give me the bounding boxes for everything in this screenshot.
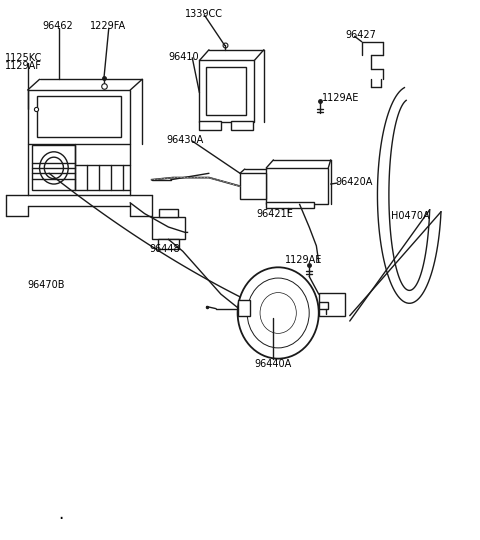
Text: 1229FA: 1229FA — [90, 21, 126, 31]
Text: 1339CC: 1339CC — [185, 9, 223, 19]
Bar — [238, 300, 250, 316]
Text: 96421E: 96421E — [257, 209, 294, 219]
Bar — [266, 168, 328, 205]
Text: 96462: 96462 — [42, 21, 72, 31]
Text: 1129AF: 1129AF — [5, 61, 42, 71]
Text: 1129AE: 1129AE — [322, 93, 360, 103]
Bar — [319, 293, 345, 316]
Text: 96470B: 96470B — [28, 280, 65, 290]
Bar — [319, 302, 328, 309]
Text: 1129AE: 1129AE — [285, 255, 323, 265]
Bar — [231, 120, 253, 130]
Bar — [152, 217, 185, 239]
Bar — [199, 60, 254, 122]
Bar — [205, 67, 246, 115]
Text: 96448: 96448 — [149, 244, 180, 253]
Text: 96440A: 96440A — [254, 359, 291, 369]
Text: 96427: 96427 — [345, 30, 376, 40]
Text: 96420A: 96420A — [336, 177, 373, 187]
Text: 96430A: 96430A — [166, 135, 204, 145]
Bar — [240, 173, 266, 199]
Bar — [33, 145, 75, 191]
Text: .: . — [59, 505, 64, 523]
Bar — [199, 120, 221, 130]
Bar — [37, 97, 120, 137]
Text: H0470A: H0470A — [391, 211, 430, 221]
Bar — [28, 90, 130, 144]
Bar — [158, 239, 180, 248]
Bar — [159, 209, 178, 217]
Text: 1125KC: 1125KC — [5, 53, 43, 63]
Text: 96410: 96410 — [168, 52, 199, 62]
Bar — [266, 202, 314, 208]
